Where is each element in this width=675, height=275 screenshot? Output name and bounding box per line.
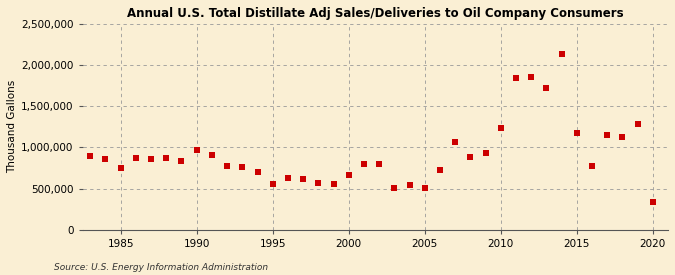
Point bbox=[602, 133, 613, 137]
Point bbox=[313, 181, 324, 185]
Point bbox=[587, 164, 597, 169]
Text: Source: U.S. Energy Information Administration: Source: U.S. Energy Information Administ… bbox=[54, 263, 268, 272]
Point bbox=[647, 200, 658, 204]
Point bbox=[465, 155, 476, 160]
Point bbox=[267, 182, 278, 186]
Point bbox=[146, 157, 157, 161]
Point bbox=[526, 75, 537, 79]
Point bbox=[207, 153, 217, 157]
Point bbox=[100, 157, 111, 161]
Point bbox=[252, 170, 263, 174]
Point bbox=[237, 165, 248, 169]
Point bbox=[450, 140, 460, 145]
Point bbox=[191, 148, 202, 152]
Point bbox=[328, 182, 339, 186]
Point bbox=[495, 126, 506, 131]
Point bbox=[632, 122, 643, 127]
Point bbox=[130, 156, 141, 160]
Point bbox=[221, 163, 232, 168]
Point bbox=[556, 51, 567, 56]
Point bbox=[541, 86, 551, 90]
Point bbox=[283, 176, 294, 180]
Point bbox=[435, 167, 446, 172]
Title: Annual U.S. Total Distillate Adj Sales/Deliveries to Oil Company Consumers: Annual U.S. Total Distillate Adj Sales/D… bbox=[127, 7, 624, 20]
Point bbox=[510, 76, 521, 81]
Point bbox=[358, 162, 369, 166]
Y-axis label: Thousand Gallons: Thousand Gallons bbox=[7, 80, 17, 174]
Point bbox=[617, 134, 628, 139]
Point bbox=[161, 156, 171, 160]
Point bbox=[374, 162, 385, 166]
Point bbox=[419, 186, 430, 190]
Point bbox=[115, 166, 126, 170]
Point bbox=[344, 173, 354, 178]
Point bbox=[176, 158, 187, 163]
Point bbox=[389, 186, 400, 190]
Point bbox=[298, 177, 308, 181]
Point bbox=[85, 153, 96, 158]
Point bbox=[404, 183, 415, 188]
Point bbox=[480, 151, 491, 155]
Point bbox=[572, 131, 583, 136]
